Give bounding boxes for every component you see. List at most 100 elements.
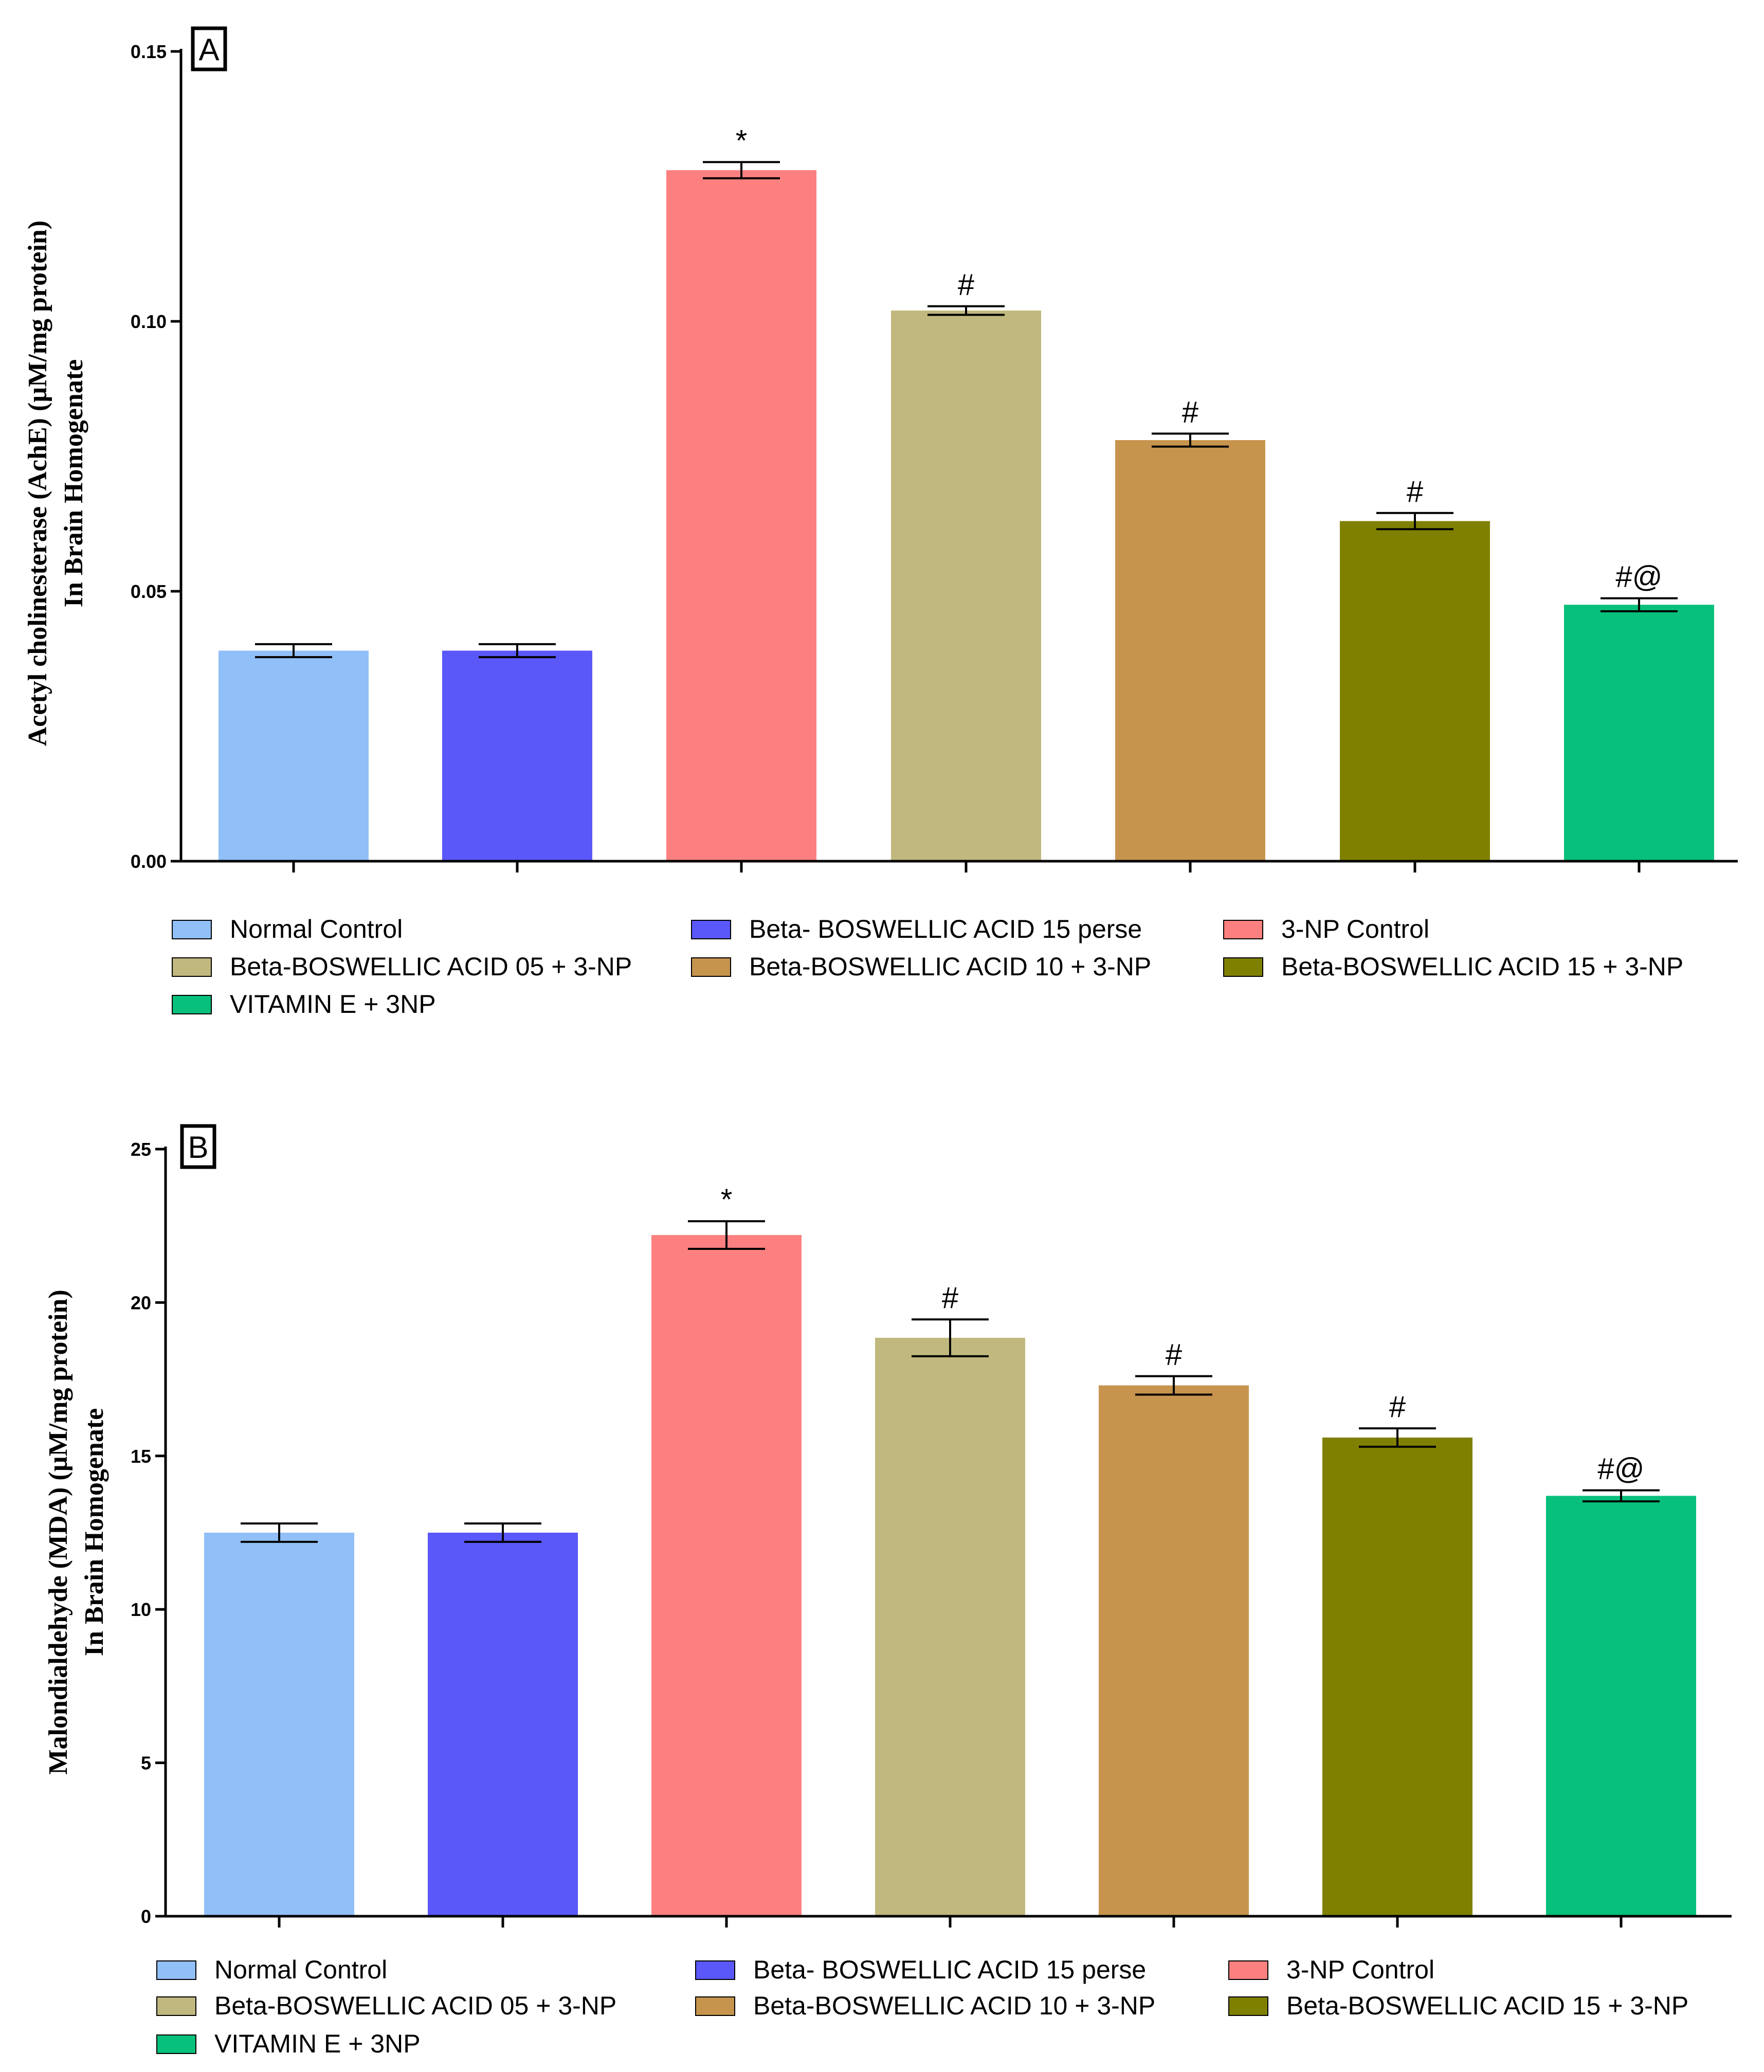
significance-label-6: # [1389, 1390, 1406, 1424]
error-bar-4 [928, 305, 1005, 316]
error-bar-7 [1601, 597, 1678, 612]
legend: Normal Control Beta- BOSWELLIC ACID 15 pe… [156, 1955, 1688, 2058]
bar-6 [1340, 521, 1490, 861]
legend-swatch [156, 1960, 196, 1980]
panel-label: A [198, 32, 219, 67]
y-axis-label-line-2: In Brain Homogenate [80, 1408, 109, 1656]
legend-swatch [695, 1960, 735, 1980]
legend-item-3: 3-NP Control [1228, 1955, 1434, 1984]
bar-4 [875, 1338, 1025, 1916]
error-bar-6 [1376, 512, 1453, 531]
bar-2 [442, 650, 592, 861]
legend-item-4: Beta-BOSWELLIC ACID 05 + 3-NP [172, 952, 632, 981]
panel-label-box [180, 1124, 216, 1169]
bar-3 [666, 170, 816, 861]
significance-label-5: # [1182, 395, 1198, 429]
chart-panel-a: * # # # #@ 0.00 0.05 0.10 0.15 A Acetyl cholineste… [23, 26, 1738, 1019]
y-tick-label: 10 [131, 1599, 151, 1620]
y-tick-label: 0.10 [131, 311, 167, 332]
legend-label: 3-NP Control [1286, 1955, 1434, 1984]
legend-label: Beta-BOSWELLIC ACID 10 + 3-NP [753, 1991, 1155, 2020]
error-bar-6 [1359, 1427, 1436, 1448]
significance-label-6: # [1407, 475, 1423, 508]
y-tick-label: 20 [131, 1292, 151, 1313]
legend-swatch [1228, 1996, 1268, 2016]
bar-7 [1564, 605, 1714, 861]
bar-5 [1099, 1385, 1249, 1916]
legend: Normal Control Beta- BOSWELLIC ACID 15 pe… [172, 915, 1683, 1019]
significance-label-7: #@ [1597, 1452, 1644, 1486]
legend-swatch [691, 920, 731, 939]
legend-label: VITAMIN E + 3NP [230, 990, 436, 1019]
legend-swatch [156, 1996, 196, 2016]
panel-label: B [188, 1130, 208, 1165]
y-tick-label: 15 [131, 1446, 151, 1467]
error-bar-1 [241, 1522, 318, 1543]
legend-swatch [1228, 1960, 1268, 1980]
significance-label-4: # [958, 268, 974, 302]
legend-item-2: Beta- BOSWELLIC ACID 15 perse [695, 1955, 1146, 1984]
legend-item-1: Normal Control [156, 1955, 387, 1984]
legend-label: Beta- BOSWELLIC ACID 15 perse [753, 1955, 1146, 1984]
y-axis-label-line-2: In Brain Homogenate [59, 359, 88, 607]
error-bar-5 [1152, 432, 1229, 448]
legend-item-3: 3-NP Control [1223, 915, 1429, 943]
legend-item-1: Normal Control [172, 915, 403, 943]
y-axis-label-line-1: Acetyl cholinesterase (AchE) (µM/mg prot… [23, 221, 52, 747]
legend-swatch [1223, 920, 1263, 939]
significance-label-3: * [736, 124, 748, 157]
y-tick-label: 0 [141, 1906, 151, 1927]
error-bar-4 [912, 1318, 989, 1357]
legend-swatch [156, 2034, 196, 2054]
legend-swatch [172, 957, 212, 977]
legend-swatch [1223, 957, 1263, 977]
legend-item-6: Beta-BOSWELLIC ACID 15 + 3-NP [1228, 1991, 1688, 2020]
bar-3 [651, 1235, 802, 1916]
legend-swatch [172, 920, 212, 939]
bar-4 [891, 311, 1041, 861]
legend-label: Normal Control [214, 1955, 387, 1984]
error-bar-3 [688, 1220, 765, 1250]
bar-5 [1115, 440, 1265, 861]
bar-7 [1546, 1496, 1696, 1916]
significance-label-5: # [1166, 1338, 1182, 1372]
legend-label: Beta-BOSWELLIC ACID 10 + 3-NP [749, 952, 1151, 981]
y-tick-label: 0.15 [131, 41, 167, 62]
legend-swatch [172, 995, 212, 1014]
legend-item-7: VITAMIN E + 3NP [172, 990, 436, 1019]
legend-item-5: Beta-BOSWELLIC ACID 10 + 3-NP [695, 1991, 1155, 2020]
error-bar-3 [703, 161, 780, 179]
y-tick-label: 0.00 [131, 851, 167, 872]
legend-label: Beta- BOSWELLIC ACID 15 perse [749, 915, 1142, 943]
legend-label: VITAMIN E + 3NP [214, 2029, 421, 2058]
error-bar-7 [1583, 1489, 1660, 1503]
error-bar-5 [1135, 1375, 1212, 1396]
legend-label: Normal Control [230, 915, 403, 943]
error-bar-1 [255, 643, 332, 659]
bar-6 [1322, 1437, 1472, 1916]
y-axis-label-line-1: Malondialdehyde (MDA) (µM/mg protein) [44, 1289, 73, 1774]
legend-item-6: Beta-BOSWELLIC ACID 15 + 3-NP [1223, 952, 1683, 981]
significance-label-3: * [721, 1183, 733, 1216]
bar-1 [219, 650, 369, 861]
legend-item-2: Beta- BOSWELLIC ACID 15 perse [691, 915, 1142, 943]
legend-label: Beta-BOSWELLIC ACID 15 + 3-NP [1286, 1991, 1688, 2020]
significance-label-4: # [942, 1281, 958, 1315]
y-tick-label: 5 [141, 1753, 151, 1774]
error-bar-2 [479, 643, 556, 659]
legend-label: Beta-BOSWELLIC ACID 05 + 3-NP [214, 1991, 616, 2020]
legend-item-5: Beta-BOSWELLIC ACID 10 + 3-NP [691, 952, 1151, 981]
legend-item-4: Beta-BOSWELLIC ACID 05 + 3-NP [156, 1991, 616, 2020]
panel-label-box [191, 26, 227, 71]
significance-label-7: #@ [1615, 560, 1662, 594]
legend-swatch [691, 957, 731, 977]
legend-label: 3-NP Control [1281, 915, 1429, 943]
chart-panel-b: * # # # #@ 0 5 10 15 20 25 B Malondialdehyde (MDA) (… [44, 1124, 1732, 2058]
legend-swatch [695, 1996, 735, 2016]
legend-label: Beta-BOSWELLIC ACID 05 + 3-NP [230, 952, 632, 981]
y-tick-label: 25 [131, 1139, 151, 1160]
error-bar-2 [464, 1522, 541, 1543]
bar-2 [428, 1533, 578, 1916]
bar-1 [204, 1533, 354, 1916]
